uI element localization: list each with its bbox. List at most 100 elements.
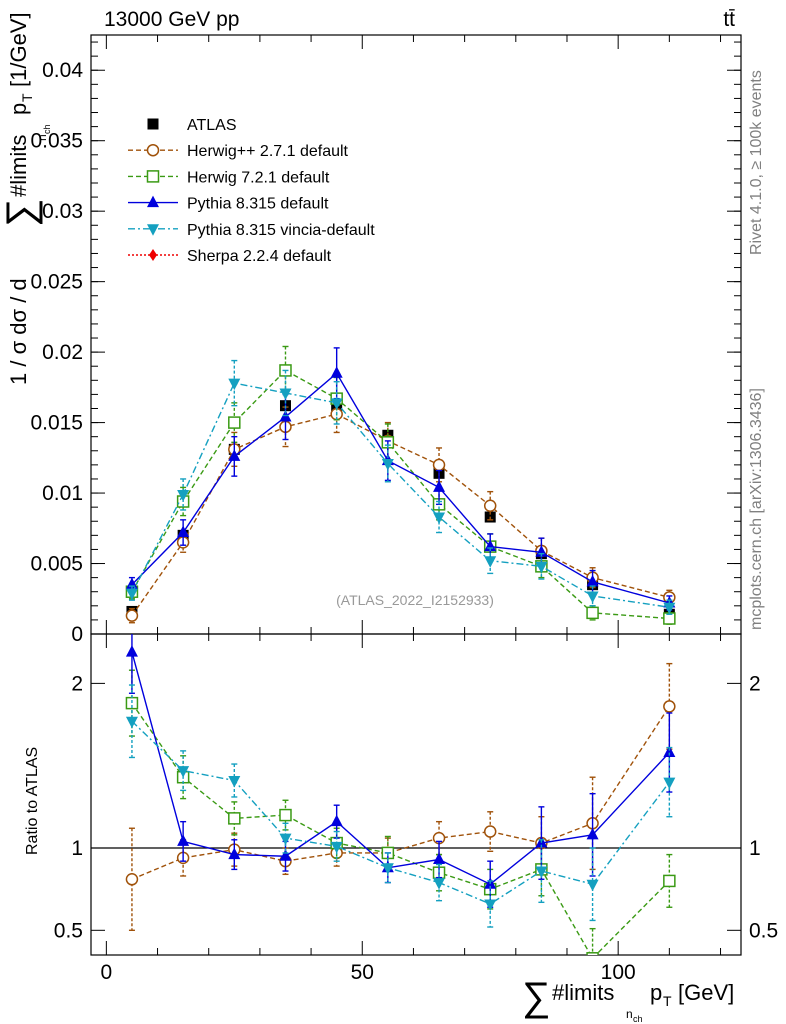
point-vincia — [433, 878, 446, 890]
header-energy-label: 13000 GeV pp — [104, 8, 239, 31]
mcplots-credit-label: mcplots.cern.ch [arXiv:1306.3436] — [748, 388, 765, 630]
ratio-ytick-label-right: 2 — [749, 672, 761, 695]
point-pythia — [330, 814, 343, 827]
x-label-sub-n: n — [626, 1007, 633, 1021]
legend-marker-vincia — [147, 224, 159, 236]
rivet-version-label: Rivet 4.1.0, ≥ 100k events — [748, 70, 765, 255]
ratio-frame — [90, 633, 742, 956]
point-vincia — [586, 591, 599, 603]
point-vincia — [381, 863, 394, 875]
ratio-ytick-label: 2 — [71, 672, 83, 695]
main-ytick-label: 0.02 — [42, 341, 83, 364]
main-panel: 0 0.005 0.01 0.015 0.02 0.025 0.03 0.035 0.04 — [30, 34, 742, 646]
legend: ATLAS Herwig++ 2.7.1 default Herwig 7.2.1 … — [128, 117, 375, 265]
point-pythia — [663, 745, 676, 758]
point-pythia — [330, 366, 343, 378]
main-ytick-label: 0.025 — [30, 271, 83, 294]
point-vincia — [484, 556, 497, 568]
point-herwig72 — [586, 952, 599, 955]
point-herwig72 — [279, 808, 292, 822]
y-label-main: 1 / σ dσ / d — [6, 278, 31, 385]
point-vincia — [330, 841, 343, 854]
point-herwig27 — [483, 825, 497, 838]
legend-label-vincia: Pythia 8.315 vincia-default — [187, 222, 375, 239]
point-pythia — [586, 574, 599, 587]
series-line-pythia — [131, 372, 670, 604]
point-vincia — [330, 398, 343, 410]
point-vincia — [663, 602, 676, 615]
series-line-herwig27 — [131, 706, 670, 880]
point-herwig27 — [125, 609, 139, 622]
y-label-sub-n: n — [35, 134, 49, 141]
point-vincia — [228, 776, 241, 788]
legend-label-herwig72: Herwig 7.2.1 default — [187, 169, 330, 186]
point-pythia — [125, 645, 138, 657]
ratio-panel: 0.5 0.5 1 1 2 2 0 50 100 — [54, 633, 778, 984]
ratio-y-axis-label: Ratio to ATLAS — [24, 747, 41, 855]
legend-label-data: ATLAS — [187, 117, 237, 134]
x-label-p: p — [650, 980, 662, 1005]
point-vincia — [535, 561, 548, 574]
point-vincia — [433, 512, 446, 525]
point-pythia — [433, 480, 446, 492]
ratio-series-group — [125, 634, 676, 955]
legend-marker-sherpa — [149, 249, 157, 261]
point-vincia — [125, 588, 138, 601]
point-vincia — [535, 866, 548, 879]
main-ytick-label: 0.005 — [30, 553, 83, 576]
series-line-vincia — [131, 720, 670, 905]
x-label-sub-ch: ch — [633, 1014, 643, 1024]
point-herwig27 — [432, 458, 446, 472]
y-label-sum: ∑ — [0, 198, 43, 227]
main-ytick-label: 0.01 — [42, 482, 83, 505]
x-label-sum: ∑ — [522, 975, 551, 1019]
point-pythia — [433, 852, 446, 865]
main-y-axis-label: 1 / σ dσ / d ∑ #limits n ch p T [1/GeV] — [0, 12, 52, 385]
point-vincia — [484, 899, 497, 911]
series-line-herwig72 — [131, 702, 670, 955]
legend-marker-herwig27 — [146, 143, 160, 157]
ratio-ytick-label: 0.5 — [54, 919, 83, 942]
point-herwig27 — [663, 700, 676, 713]
point-herwig72 — [228, 812, 241, 825]
point-pythia — [586, 827, 599, 840]
xtick-label: 0 — [101, 961, 113, 984]
point-vincia — [663, 777, 676, 790]
point-vincia — [177, 489, 190, 502]
point-pythia — [177, 834, 190, 846]
point-vincia — [125, 716, 138, 729]
xtick-label: 100 — [601, 961, 636, 984]
point-herwig72 — [228, 416, 241, 429]
ratio-ytick-label: 1 — [71, 837, 83, 860]
point-herwig72 — [663, 874, 676, 888]
main-ytick-label: 0.035 — [30, 130, 83, 153]
legend-marker-pythia — [147, 195, 159, 208]
main-ytick-label: 0.04 — [42, 59, 83, 82]
point-vincia — [279, 388, 292, 400]
point-herwig27 — [125, 873, 139, 886]
point-vincia — [586, 879, 599, 892]
main-ytick-label: 0.015 — [30, 412, 83, 435]
legend-marker-data — [147, 118, 159, 130]
point-herwig27 — [483, 499, 497, 512]
main-series-group — [125, 345, 676, 625]
y-label-T: T — [19, 93, 35, 102]
point-herwig72 — [586, 606, 599, 620]
ratio-ytick-label-right: 1 — [749, 837, 761, 860]
legend-label-herwig27: Herwig++ 2.7.1 default — [187, 143, 349, 160]
y-label-p: p — [6, 103, 31, 115]
point-pythia — [279, 849, 292, 861]
main-ytick-label: 0 — [71, 623, 83, 646]
x-label-T: T — [663, 993, 672, 1009]
point-vincia — [228, 378, 241, 391]
point-pythia — [228, 449, 241, 461]
header-process-label: tt̄ — [723, 8, 735, 31]
x-label-limits: #limits — [552, 980, 614, 1005]
legend-label-sherpa: Sherpa 2.2.4 default — [187, 248, 332, 265]
y-label-limits: #limits — [6, 135, 31, 197]
y-label-sub-ch: ch — [42, 124, 52, 134]
analysis-id-label: (ATLAS_2022_I2152933) — [336, 592, 494, 608]
point-vincia — [279, 833, 292, 846]
x-label-unit: [GeV] — [678, 980, 734, 1005]
x-axis-label: ∑ #limits n ch p T [GeV] — [522, 975, 734, 1024]
